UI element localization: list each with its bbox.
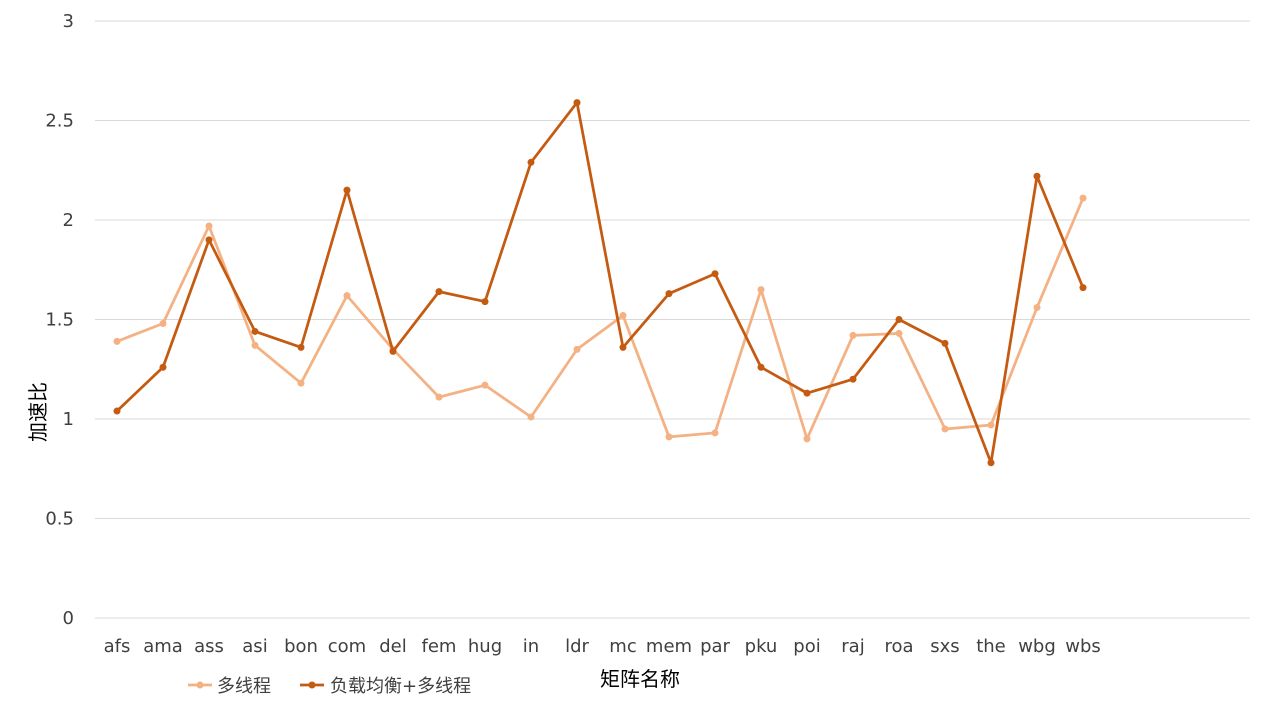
y-tick-label: 2 [63, 210, 74, 231]
legend: 多线程 负载均衡+多线程 [188, 676, 471, 697]
data-point [665, 290, 673, 298]
series-1 [113, 194, 1087, 443]
data-point [987, 421, 995, 429]
data-point [435, 393, 443, 401]
x-tick-label: ass [194, 636, 224, 657]
data-point [527, 158, 535, 166]
data-point [573, 99, 581, 107]
data-point [159, 319, 167, 327]
data-point [941, 425, 949, 433]
y-tick-label: 3 [63, 11, 74, 32]
data-point [757, 363, 765, 371]
y-tick-label: 0.5 [45, 509, 74, 530]
x-tick-label: bon [284, 636, 318, 657]
data-point [389, 347, 397, 355]
data-point [343, 292, 351, 300]
y-tick-label: 1.5 [45, 310, 74, 331]
data-point [1033, 304, 1041, 312]
data-point [251, 341, 259, 349]
data-point [803, 389, 811, 397]
x-tick-label: pku [745, 636, 778, 657]
data-point [481, 381, 489, 389]
data-point [205, 222, 213, 230]
data-point [757, 286, 765, 294]
data-point [895, 329, 903, 337]
series-line [115, 196, 1085, 441]
data-point [573, 345, 581, 353]
data-point [251, 327, 259, 335]
data-point [1079, 284, 1087, 292]
data-point [711, 429, 719, 437]
x-tick-label: raj [841, 636, 864, 657]
x-tick-label: the [976, 636, 1006, 657]
data-point [711, 270, 719, 278]
data-point [849, 375, 857, 383]
data-point [619, 343, 627, 351]
data-point [849, 331, 857, 339]
x-tick-label: sxs [930, 636, 959, 657]
x-tick-label: in [523, 636, 539, 657]
legend-swatch-marker [196, 681, 204, 689]
data-point [113, 337, 121, 345]
y-tick-label: 1 [63, 409, 74, 430]
data-point [481, 298, 489, 306]
data-point [619, 312, 627, 320]
x-tick-label: roa [884, 636, 913, 657]
x-tick-label: hug [468, 636, 502, 657]
x-tick-label: mc [609, 636, 636, 657]
x-tick-label: asi [242, 636, 267, 657]
x-tick-label: com [328, 636, 366, 657]
x-tick-label: del [379, 636, 407, 657]
data-point [1033, 172, 1041, 180]
data-point [297, 379, 305, 387]
legend-item: 多线程 [188, 676, 271, 697]
y-tick-labels: 0 0.5 1 1.5 2 2.5 3 [45, 11, 74, 629]
x-tick-label: wbs [1065, 636, 1101, 657]
legend-swatch-marker [308, 681, 316, 689]
data-point [987, 459, 995, 467]
data-point [113, 407, 121, 415]
series-line [115, 101, 1085, 465]
data-point [941, 339, 949, 347]
data-point [343, 186, 351, 194]
series-2 [113, 99, 1087, 467]
data-point [1079, 194, 1087, 202]
data-point [895, 316, 903, 323]
legend-label: 负载均衡+多线程 [330, 676, 471, 697]
x-tick-labels: afs ama ass asi bon com del fem hug in ldr mc mem par… [104, 636, 1101, 657]
data-point [297, 343, 305, 351]
gridlines [95, 20, 1250, 619]
y-axis-title: 加速比 [26, 382, 50, 442]
x-tick-label: ama [143, 636, 183, 657]
data-point [435, 288, 443, 296]
y-tick-label: 2.5 [45, 111, 74, 132]
legend-label: 多线程 [217, 676, 271, 697]
x-tick-label: mem [646, 636, 692, 657]
x-tick-label: par [700, 636, 730, 657]
data-point [159, 363, 167, 371]
data-point [665, 433, 673, 441]
y-tick-label: 0 [63, 608, 74, 629]
legend-item: 负载均衡+多线程 [300, 676, 471, 697]
data-point [527, 413, 535, 421]
x-tick-label: poi [793, 636, 820, 657]
x-axis-title: 矩阵名称 [600, 667, 680, 691]
data-point [205, 236, 213, 244]
data-point [803, 435, 811, 443]
x-tick-label: wbg [1018, 636, 1056, 657]
series-lines [113, 99, 1087, 467]
x-tick-label: fem [422, 636, 457, 657]
x-tick-label: ldr [565, 636, 589, 657]
x-tick-label: afs [104, 636, 131, 657]
